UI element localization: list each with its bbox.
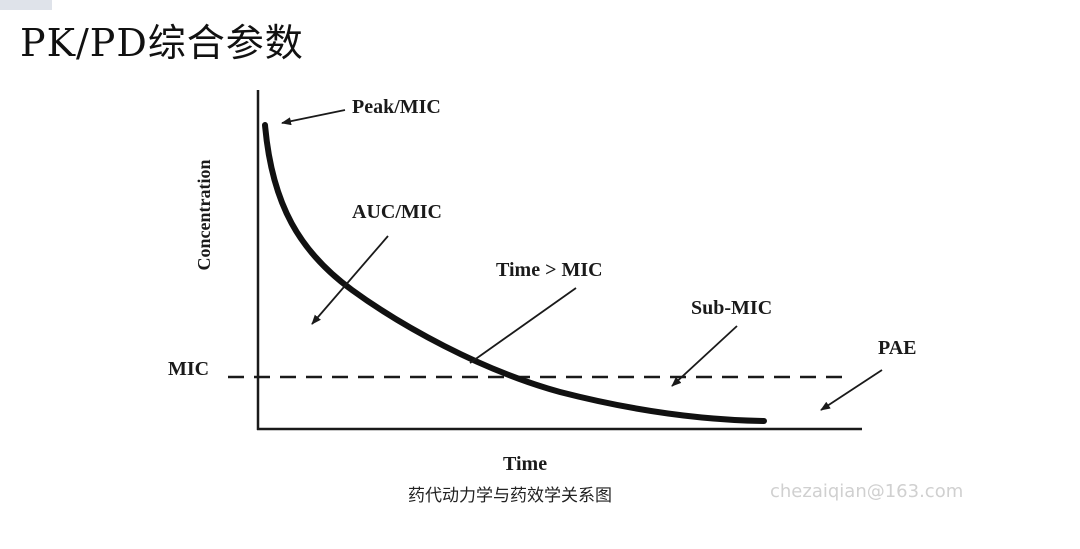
y-axis-label: Concentration — [194, 160, 214, 271]
x-axis-label: Time — [503, 453, 547, 475]
sub-mic-arrow — [671, 325, 738, 387]
figure-caption: 药代动力学与药效学关系图 — [408, 486, 612, 506]
watermark: chezaiqian@163.com — [770, 481, 964, 502]
sub-mic-label: Sub-MIC — [691, 297, 772, 319]
pae-arrow — [820, 369, 883, 411]
auc-mic-arrow — [311, 235, 389, 325]
time-above-mic-label: Time > MIC — [496, 259, 603, 281]
auc-mic-label: AUC/MIC — [352, 201, 442, 223]
corner-mark — [0, 0, 52, 10]
peak-mic-arrow — [281, 109, 346, 126]
peak-mic-label: Peak/MIC — [352, 96, 441, 118]
time-above-mic-line — [469, 287, 577, 364]
pae-label: PAE — [878, 337, 917, 359]
page-title: PK/PD综合参数 — [20, 21, 304, 65]
mic-label: MIC — [168, 358, 209, 380]
concentration-curve — [262, 122, 767, 424]
